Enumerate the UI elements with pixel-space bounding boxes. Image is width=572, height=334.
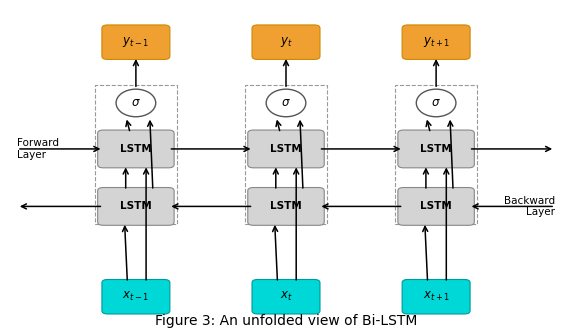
FancyBboxPatch shape: [402, 25, 470, 59]
FancyBboxPatch shape: [398, 130, 474, 168]
Ellipse shape: [116, 89, 156, 117]
FancyBboxPatch shape: [398, 187, 474, 225]
FancyBboxPatch shape: [102, 280, 170, 314]
Text: LSTM: LSTM: [270, 144, 302, 154]
Text: $y_{t+1}$: $y_{t+1}$: [423, 35, 450, 49]
Text: $\sigma$: $\sigma$: [281, 97, 291, 110]
Text: $x_{t-1}$: $x_{t-1}$: [122, 290, 149, 303]
FancyBboxPatch shape: [252, 280, 320, 314]
Text: $x_{t}$: $x_{t}$: [280, 290, 292, 303]
FancyBboxPatch shape: [102, 25, 170, 59]
Text: $y_{t-1}$: $y_{t-1}$: [122, 35, 149, 49]
Text: Forward
Layer: Forward Layer: [17, 138, 59, 160]
Text: LSTM: LSTM: [120, 144, 152, 154]
Text: LSTM: LSTM: [120, 201, 152, 211]
Text: Backward
Layer: Backward Layer: [504, 196, 555, 217]
Text: $\sigma$: $\sigma$: [131, 97, 141, 110]
Text: LSTM: LSTM: [270, 201, 302, 211]
FancyBboxPatch shape: [402, 280, 470, 314]
FancyBboxPatch shape: [248, 130, 324, 168]
FancyBboxPatch shape: [252, 25, 320, 59]
FancyBboxPatch shape: [98, 187, 174, 225]
FancyBboxPatch shape: [98, 130, 174, 168]
Text: LSTM: LSTM: [420, 144, 452, 154]
Ellipse shape: [266, 89, 306, 117]
Text: Figure 3: An unfolded view of Bi-LSTM: Figure 3: An unfolded view of Bi-LSTM: [155, 314, 417, 328]
Text: $x_{t+1}$: $x_{t+1}$: [423, 290, 450, 303]
Ellipse shape: [416, 89, 456, 117]
Text: $\sigma$: $\sigma$: [431, 97, 441, 110]
FancyBboxPatch shape: [248, 187, 324, 225]
Text: $y_{t}$: $y_{t}$: [280, 35, 292, 49]
Text: LSTM: LSTM: [420, 201, 452, 211]
